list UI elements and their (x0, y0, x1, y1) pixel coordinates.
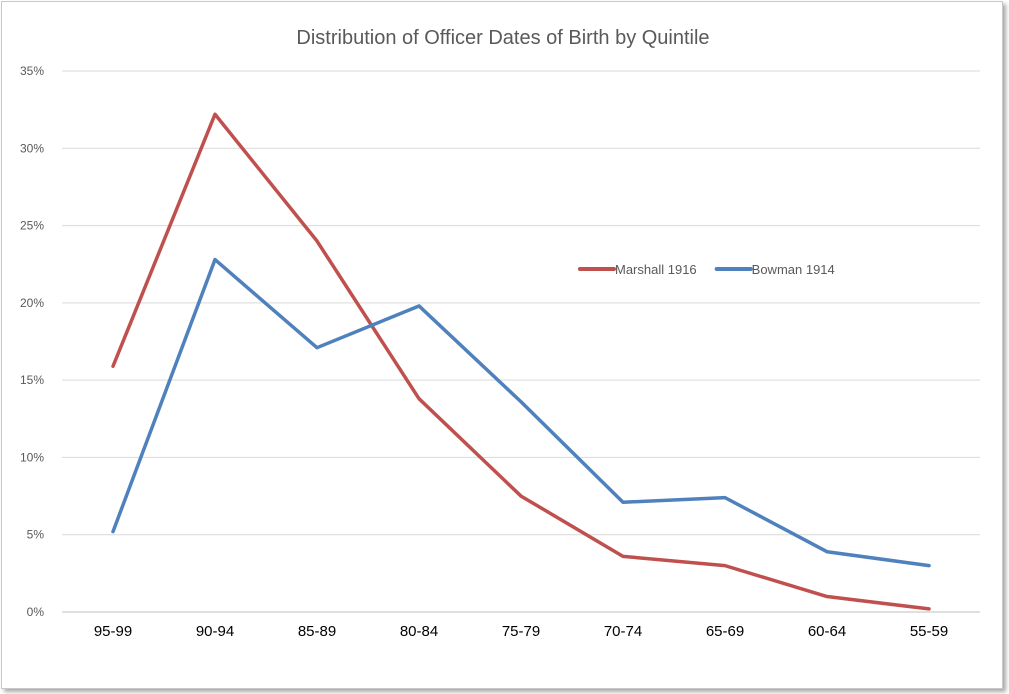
y-tick-label: 5% (27, 528, 45, 542)
series-line-bowman-1914 (111, 257, 931, 568)
x-tick-label: 70-74 (604, 623, 642, 640)
y-tick-label: 10% (20, 450, 44, 464)
y-tick-label: 25% (20, 219, 44, 233)
x-tick-label: 55-59 (910, 623, 948, 640)
x-tick-label: 90-94 (196, 623, 234, 640)
x-tick-label: 65-69 (706, 623, 744, 640)
x-tick-label: 80-84 (400, 623, 438, 640)
x-tick-label: 60-64 (808, 623, 846, 640)
y-tick-label: 15% (20, 373, 44, 387)
x-tick-label: 75-79 (502, 623, 540, 640)
legend-label: Marshall 1916 (615, 262, 697, 277)
x-tick-label: 85-89 (298, 623, 336, 640)
y-tick-label: 30% (20, 141, 44, 155)
y-tick-label: 0% (27, 605, 45, 619)
chart-title: Distribution of Officer Dates of Birth b… (296, 27, 709, 49)
y-tick-label: 20% (20, 296, 44, 310)
x-tick-label: 95-99 (94, 623, 132, 640)
legend-label: Bowman 1914 (752, 262, 835, 277)
y-tick-label: 35% (20, 64, 44, 78)
